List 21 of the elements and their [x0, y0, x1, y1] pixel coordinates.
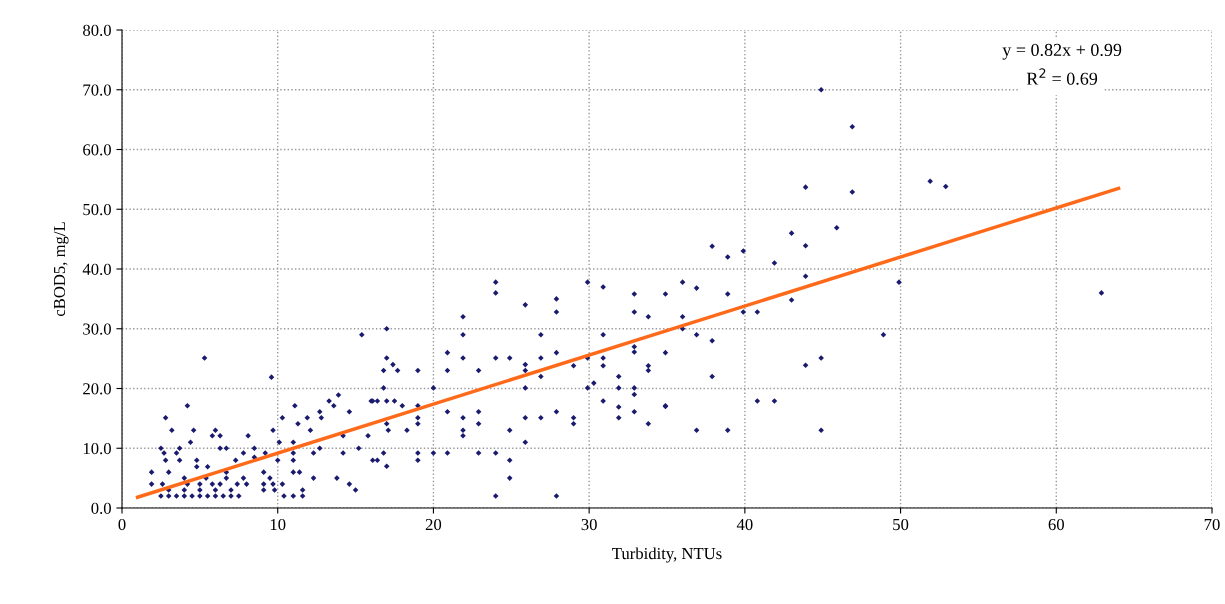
x-tick-label: 10	[270, 518, 286, 531]
y-tick-label: 40.0	[82, 263, 111, 276]
y-tick-label: 0.0	[91, 502, 111, 515]
x-tick-label: 40	[736, 518, 753, 531]
y-tick-label: 60.0	[83, 144, 111, 156]
y-tick-label: 50.0	[83, 203, 111, 216]
x-axis-title: Turbidity, NTUs	[612, 547, 722, 563]
y-tick-label: 70.0	[83, 84, 111, 96]
x-tick-label: 70	[1204, 518, 1220, 531]
x-tick-label: 0	[118, 518, 126, 531]
y-tick-label: 20.0	[83, 383, 111, 395]
annotation: y = 0.82x + 0.99	[1002, 43, 1122, 60]
x-tick-label: 50	[893, 518, 909, 531]
x-tick-label: 60	[1048, 518, 1064, 531]
y-tick-label: 30.0	[83, 323, 111, 335]
x-tick-label: 30	[581, 518, 597, 531]
y-tick-label: 10.0	[83, 442, 111, 455]
x-tick-label: 20	[425, 518, 442, 531]
annotation: R$^{2}$ = 0.69	[1026, 68, 1098, 85]
y-axis-title: cBOD5, mg/L	[53, 222, 69, 317]
y-tick-label: 80.0	[83, 24, 111, 37]
